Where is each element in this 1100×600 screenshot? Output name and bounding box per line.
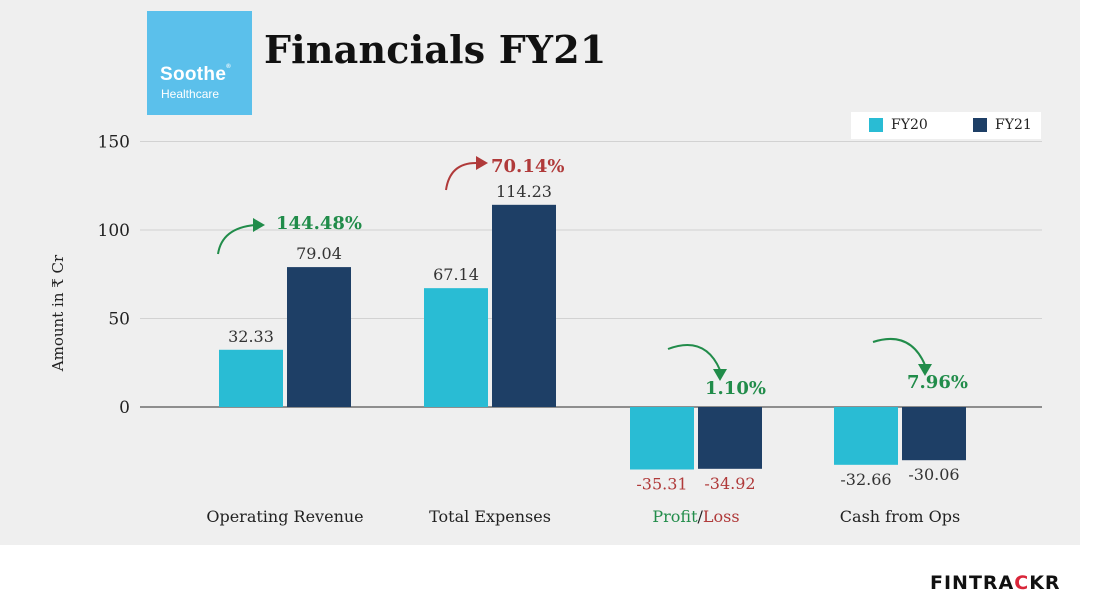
company-logo: Soothe® Healthcare	[147, 11, 252, 115]
bar-chart: 0 50 100 150 Amount in ₹ Cr 32.33 79.04 Operati…	[49, 133, 1042, 526]
x-category-label-cash-from-ops: Cash from Ops	[840, 507, 960, 526]
x-category-label-profit-loss: Profit/Loss	[652, 507, 739, 526]
bar-profit-loss-fy20	[630, 407, 694, 470]
bar-cash-from-ops-fy20	[834, 407, 898, 465]
growth-label-total-expenses: 70.14%	[491, 156, 564, 177]
chart-background: Soothe® Healthcare Financials FY21 FY20 …	[0, 0, 1080, 545]
x-category-label-operating-revenue: Operating Revenue	[206, 507, 363, 526]
page-title: Financials FY21	[264, 27, 607, 72]
fintrackr-logo: FINTRACKR	[930, 572, 1061, 594]
value-label-profit-loss-fy21: -34.92	[704, 474, 755, 493]
value-label-profit-loss-fy20: -35.31	[636, 474, 687, 493]
growth-arrow-operating-revenue	[217, 224, 256, 255]
bar-cash-from-ops-fy21	[902, 407, 966, 461]
legend-label-fy20: FY20	[891, 117, 928, 133]
legend-swatch-fy21	[973, 118, 987, 132]
growth-label-operating-revenue: 144.48%	[276, 213, 362, 234]
bar-operating-revenue-fy20	[219, 349, 283, 407]
x-category-label-total-expenses: Total Expenses	[429, 507, 551, 526]
growth-arrowhead-cash-from-ops	[918, 364, 932, 376]
growth-arrowhead-profit-loss	[713, 369, 727, 381]
value-label-cash-from-ops-fy20: -32.66	[840, 470, 891, 489]
bar-total-expenses-fy20	[424, 288, 488, 407]
growth-arrowhead-operating-revenue	[253, 218, 265, 232]
value-label-cash-from-ops-fy21: -30.06	[908, 465, 959, 484]
growth-arrow-profit-loss	[667, 344, 721, 371]
growth-arrow-total-expenses	[445, 161, 479, 191]
legend-item-fy20: FY20	[869, 117, 928, 133]
growth-label-cash-from-ops: 7.96%	[907, 372, 968, 393]
bar-operating-revenue-fy21	[287, 267, 351, 407]
y-axis-label: Amount in ₹ Cr	[49, 254, 67, 372]
value-label-total-expenses-fy21: 114.23	[496, 182, 552, 201]
value-label-total-expenses-fy20: 67.14	[433, 265, 479, 284]
y-tick-label-150: 150	[98, 133, 130, 153]
growth-label-profit-loss: 1.10%	[705, 378, 766, 399]
bar-total-expenses-fy21	[492, 204, 556, 407]
y-tick-label-100: 100	[98, 221, 130, 241]
growth-arrowhead-total-expenses	[476, 156, 488, 170]
logo-subtitle: Healthcare	[161, 87, 220, 101]
growth-arrow-cash-from-ops	[872, 337, 926, 366]
logo-brand: Soothe®	[160, 64, 231, 85]
legend-label-fy21: FY21	[995, 117, 1032, 133]
y-tick-label-0: 0	[119, 398, 130, 418]
legend-item-fy21: FY21	[973, 117, 1032, 133]
value-label-operating-revenue-fy21: 79.04	[296, 244, 342, 263]
chart-legend: FY20 FY21	[851, 112, 1041, 139]
value-label-operating-revenue-fy20: 32.33	[228, 327, 274, 346]
legend-swatch-fy20	[869, 118, 883, 132]
bar-profit-loss-fy21	[698, 407, 762, 469]
y-tick-label-50: 50	[108, 310, 130, 330]
